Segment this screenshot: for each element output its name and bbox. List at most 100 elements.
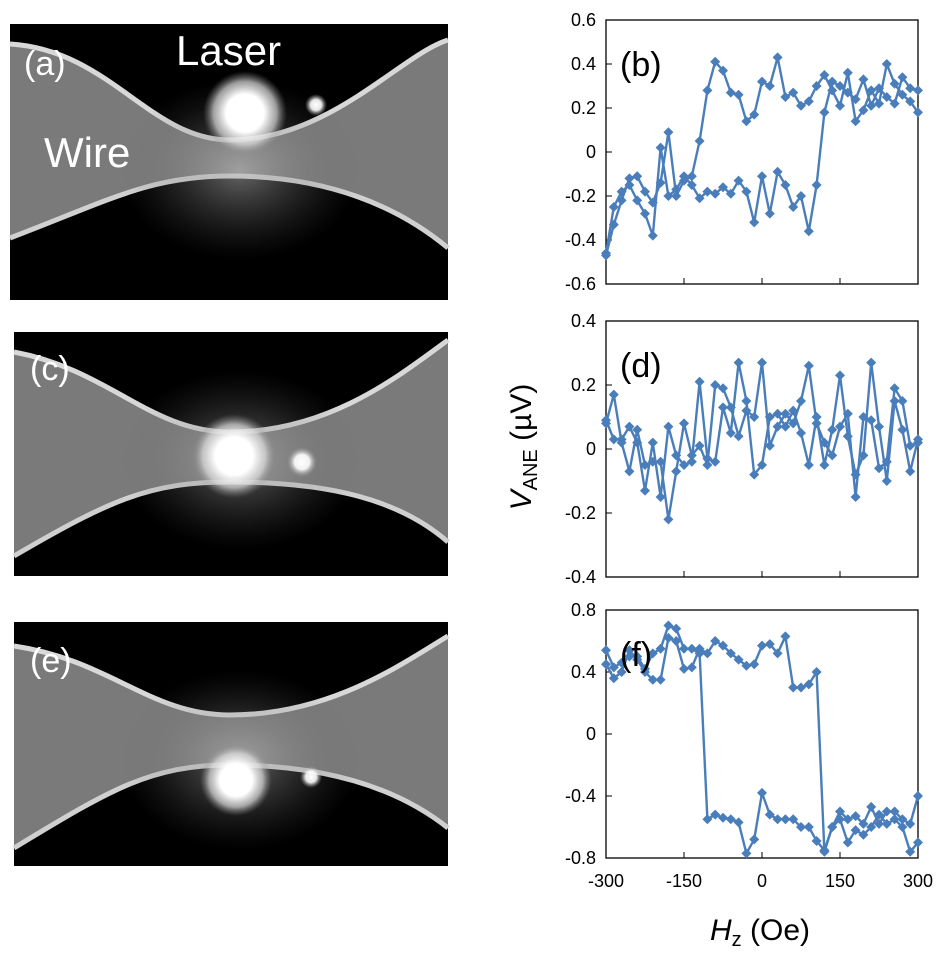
data-point bbox=[889, 98, 900, 109]
data-point bbox=[632, 424, 643, 435]
y-tick-label: 0.4 bbox=[571, 311, 596, 331]
data-point bbox=[913, 791, 923, 801]
data-point bbox=[827, 450, 838, 461]
data-point bbox=[640, 208, 650, 219]
panel-label: (f) bbox=[620, 636, 652, 674]
data-point bbox=[632, 195, 643, 206]
data-point bbox=[733, 654, 744, 665]
data-point bbox=[679, 171, 689, 182]
x-tick-label: 300 bbox=[903, 871, 933, 891]
y-tick-label: 0.8 bbox=[571, 600, 596, 620]
data-point bbox=[889, 814, 900, 825]
data-point bbox=[819, 70, 830, 80]
data-point bbox=[601, 248, 611, 259]
data-point bbox=[889, 78, 900, 89]
data-point bbox=[905, 96, 916, 107]
data-point bbox=[686, 456, 697, 467]
data-point bbox=[647, 456, 658, 467]
data-point bbox=[686, 171, 697, 182]
data-point bbox=[866, 85, 877, 96]
data-point bbox=[881, 92, 892, 102]
y-axis-title: VANE (µV) bbox=[505, 384, 542, 511]
chart-panel-2: -0.8 -0.4 0 0.4 0.8 -300 -150 0 150 300 (f) bbox=[565, 600, 933, 891]
series-line-1 bbox=[604, 635, 919, 853]
data-point bbox=[710, 636, 721, 646]
data-point bbox=[640, 460, 650, 470]
data-point bbox=[718, 182, 728, 193]
laser-annotation: Laser bbox=[176, 27, 281, 74]
data-point bbox=[780, 631, 791, 642]
data-point bbox=[764, 208, 775, 219]
data-point bbox=[881, 806, 892, 817]
y-tick-label: -0.4 bbox=[565, 567, 596, 587]
data-point bbox=[663, 632, 674, 643]
data-point bbox=[718, 640, 728, 651]
data-point bbox=[733, 431, 744, 442]
data-point bbox=[686, 662, 697, 673]
data-point bbox=[835, 100, 845, 111]
x-tick-label: 0 bbox=[757, 871, 767, 891]
x-axis-title: Hz (Oe) bbox=[710, 914, 810, 951]
data-point bbox=[655, 674, 666, 685]
data-point bbox=[850, 811, 861, 822]
data-point bbox=[897, 814, 908, 825]
data-point bbox=[842, 408, 853, 419]
data-point bbox=[897, 89, 908, 100]
y-tick-label: 0.2 bbox=[571, 98, 596, 118]
data-point bbox=[764, 440, 775, 451]
data-point bbox=[866, 357, 877, 368]
data-point bbox=[749, 469, 760, 480]
y-tick-label: -0.4 bbox=[565, 786, 596, 806]
data-point bbox=[608, 662, 619, 673]
data-point bbox=[827, 822, 838, 832]
data-point bbox=[858, 105, 869, 116]
y-tick-label: 0 bbox=[586, 724, 596, 744]
data-point bbox=[749, 217, 760, 228]
data-point bbox=[655, 456, 666, 467]
data-point bbox=[913, 837, 923, 848]
data-point bbox=[616, 667, 627, 677]
series-line-0 bbox=[604, 624, 920, 855]
data-point bbox=[702, 460, 713, 470]
data-point bbox=[679, 663, 689, 674]
data-point bbox=[757, 460, 767, 470]
data-point bbox=[647, 648, 658, 659]
data-point bbox=[905, 846, 916, 857]
data-point bbox=[647, 674, 658, 685]
data-point bbox=[850, 492, 861, 502]
data-point bbox=[733, 357, 744, 368]
data-point bbox=[881, 818, 892, 829]
data-point bbox=[803, 679, 814, 690]
data-point bbox=[733, 89, 744, 100]
data-point bbox=[749, 109, 760, 120]
data-point bbox=[866, 415, 877, 426]
chart-panel-1: -0.4 -0.2 0 0.2 0.4 (d) bbox=[565, 311, 923, 587]
data-point bbox=[702, 186, 713, 197]
data-point bbox=[796, 682, 806, 693]
data-point bbox=[897, 396, 908, 406]
data-point bbox=[686, 450, 697, 461]
image-c-label: (c) bbox=[30, 350, 70, 388]
data-point bbox=[905, 83, 916, 94]
data-point bbox=[764, 809, 775, 820]
laser-spot bbox=[192, 414, 276, 498]
data-point bbox=[905, 440, 916, 451]
data-point bbox=[881, 476, 892, 486]
data-point bbox=[710, 380, 721, 390]
data-point bbox=[889, 383, 900, 394]
data-point bbox=[811, 835, 822, 846]
data-point bbox=[772, 648, 783, 659]
data-point bbox=[913, 437, 923, 448]
data-point bbox=[788, 202, 799, 212]
x-tick-label: -300 bbox=[588, 871, 624, 891]
data-point bbox=[772, 166, 783, 177]
data-point bbox=[858, 412, 869, 422]
data-point bbox=[772, 421, 783, 432]
y-tick-label: 0.6 bbox=[571, 10, 596, 30]
data-point bbox=[827, 76, 838, 87]
data-point bbox=[741, 848, 752, 859]
data-point bbox=[616, 186, 627, 197]
y-tick-label: -0.8 bbox=[565, 848, 596, 868]
y-tick-label: -0.4 bbox=[565, 230, 596, 250]
data-point bbox=[655, 142, 666, 153]
